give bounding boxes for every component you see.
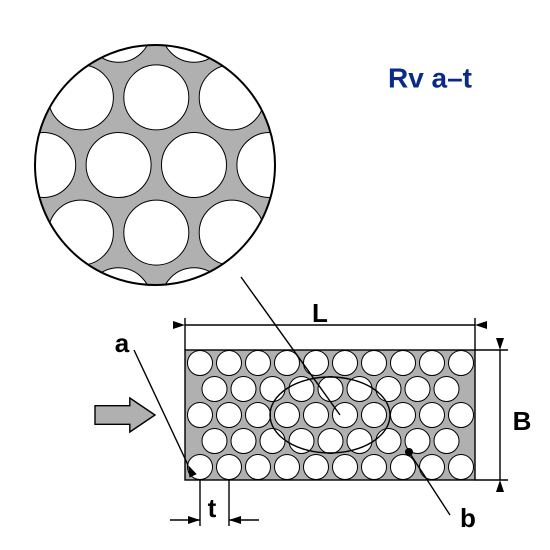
title-label: Rv a–t — [388, 62, 472, 93]
direction-arrow — [95, 398, 155, 432]
dim-t-label: t — [208, 493, 217, 523]
dim-B-label: B — [513, 406, 532, 436]
dim-a-label: a — [115, 328, 130, 358]
magnifier-detail — [0, 0, 532, 334]
dim-L-label: L — [312, 298, 328, 328]
dim-b-label: b — [460, 503, 476, 533]
perforated-sheet — [185, 350, 475, 480]
